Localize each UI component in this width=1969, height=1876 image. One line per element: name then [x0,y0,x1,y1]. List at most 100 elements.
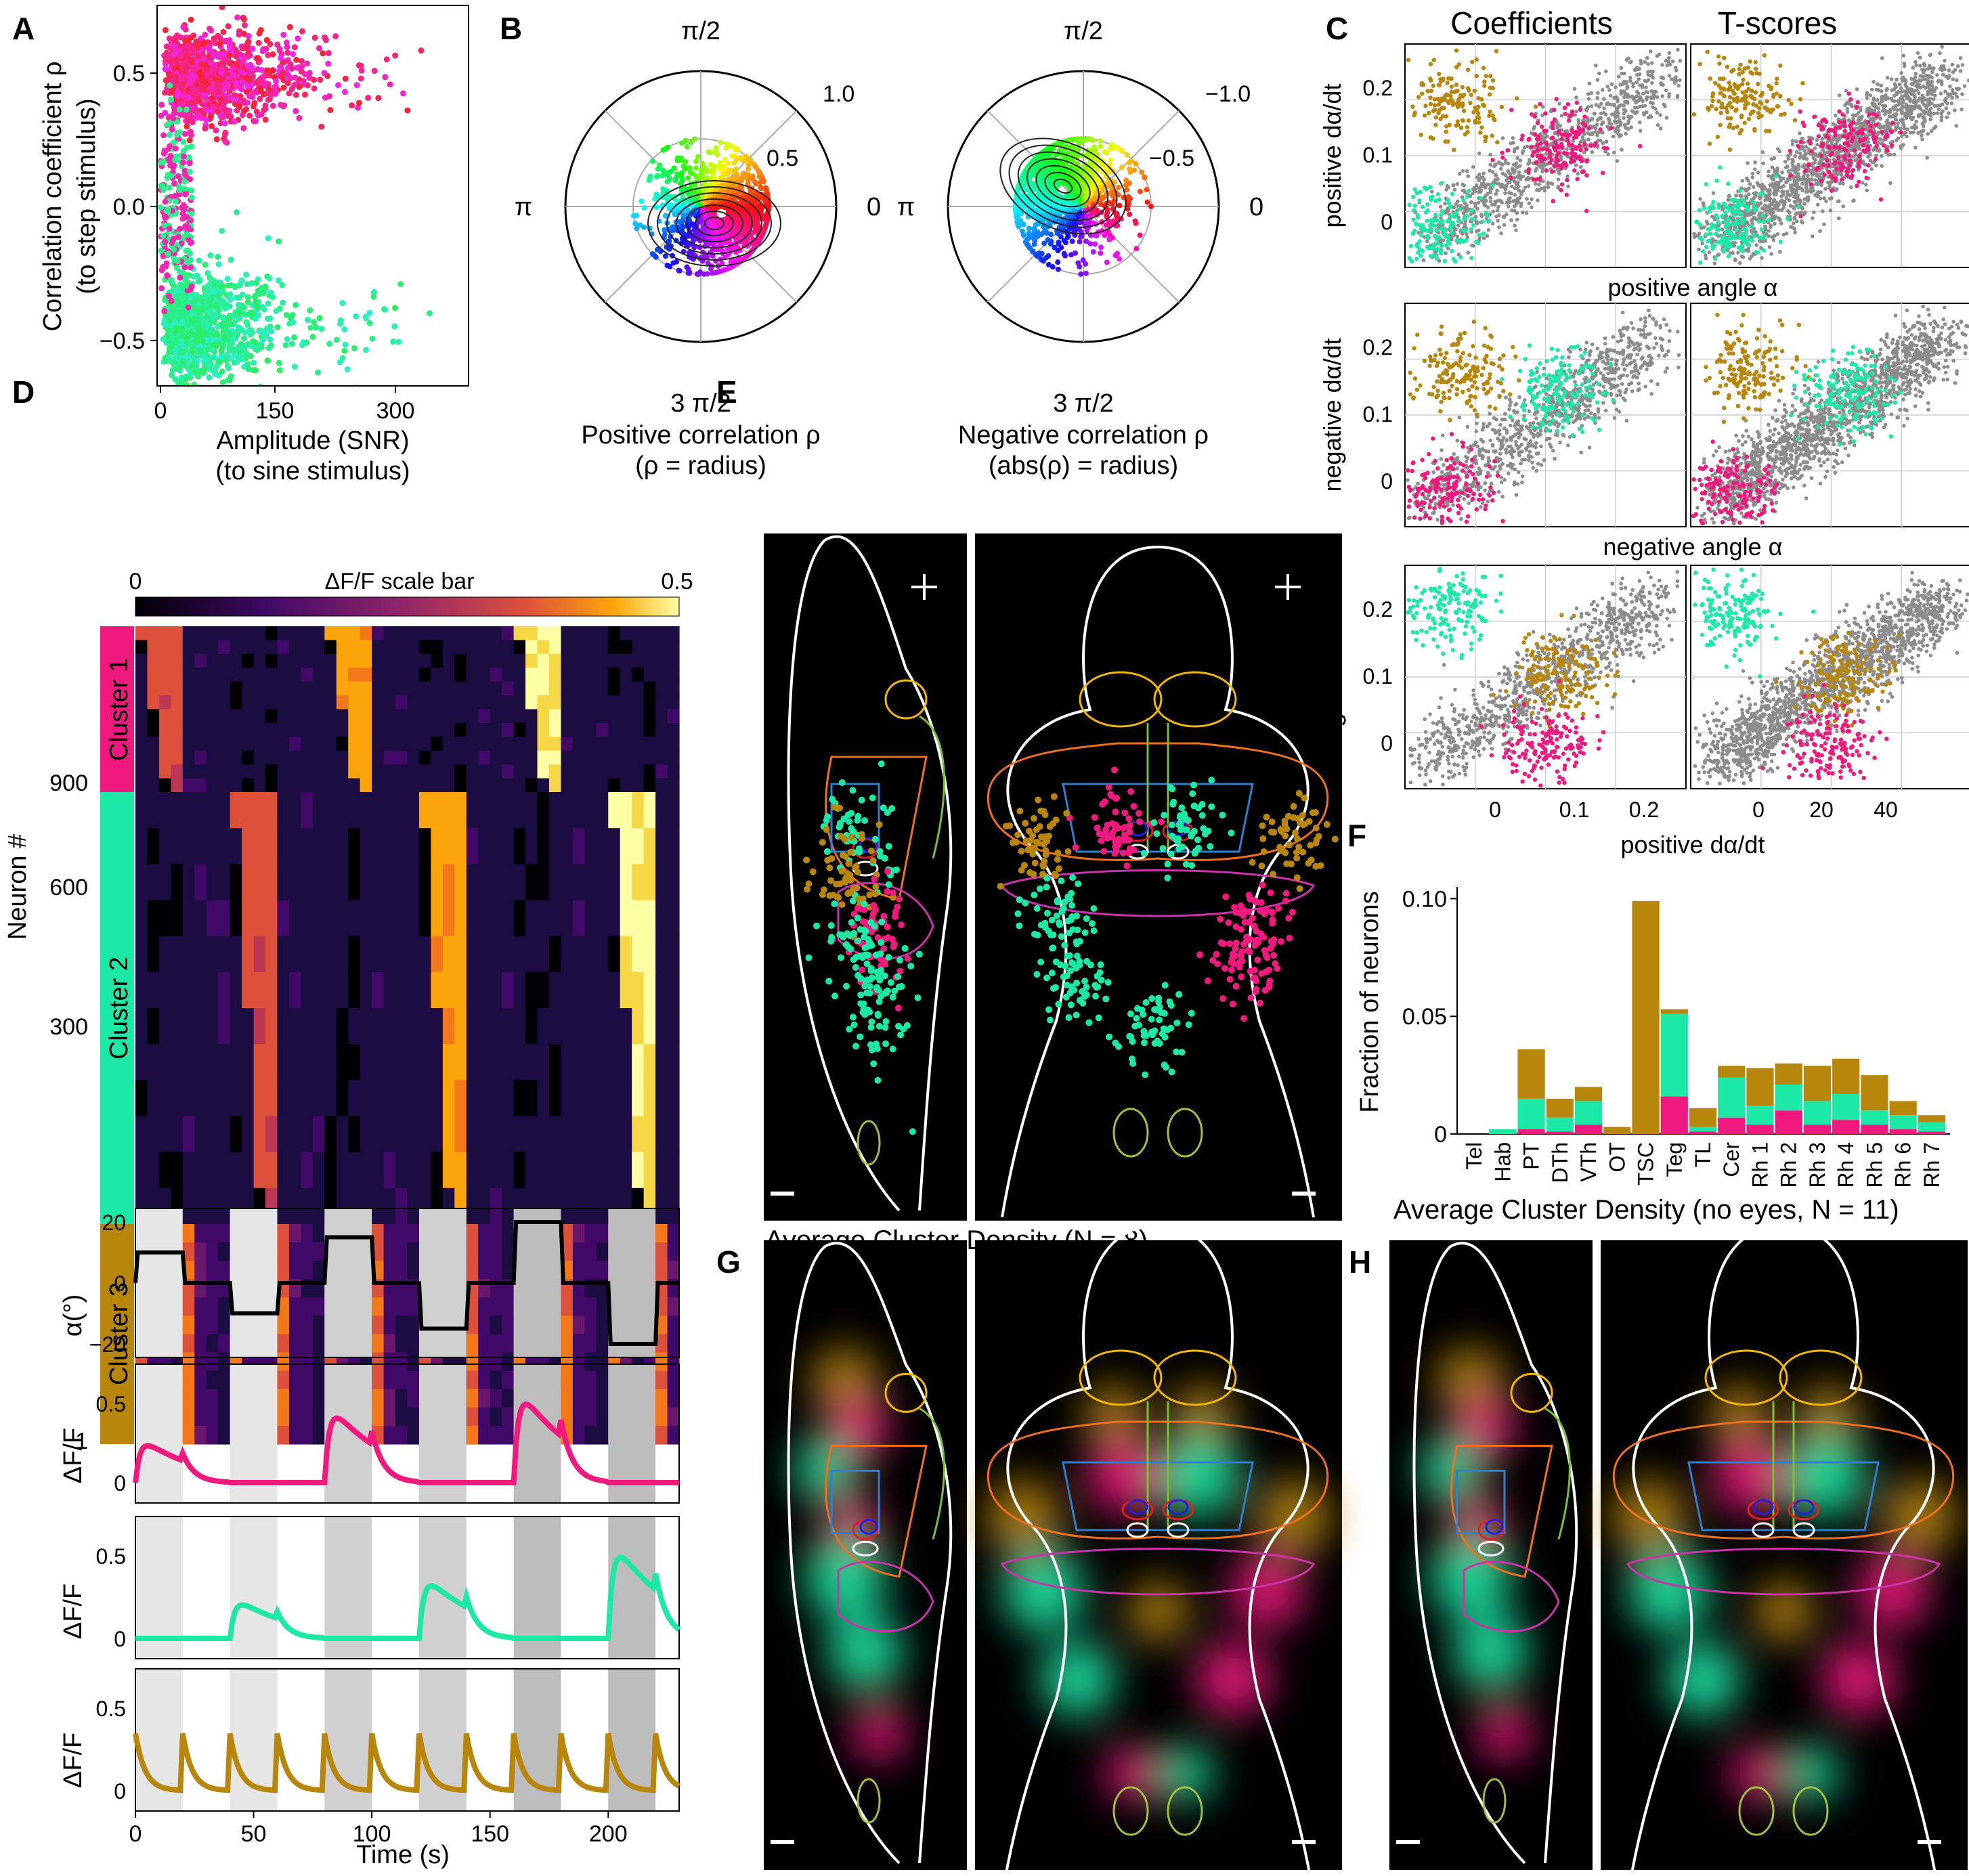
a-point [216,292,223,299]
a-point [226,37,233,44]
polar-point [680,213,687,219]
a-point [321,70,328,77]
polar-point [649,158,655,165]
a-point [189,119,196,126]
a-point [244,100,251,106]
a-point [301,91,308,98]
polar-point [1104,150,1110,156]
a-point [220,28,227,35]
a-point [177,281,184,288]
a-point [351,345,358,351]
a-point [391,323,398,330]
polar-point [680,217,686,223]
a-point [237,281,244,288]
a-ylabel: Correlation coefficient ρ [39,62,67,332]
a-point [288,341,295,347]
a-point [219,227,225,234]
a-point [207,47,213,53]
a-point [177,52,184,59]
a-point [163,60,169,67]
a-point [215,261,222,267]
polar-point [1133,246,1140,252]
a-point [191,298,198,305]
a-point [204,388,211,394]
a-point [244,42,251,49]
polar-point [725,160,731,166]
a-point [183,106,190,113]
a-point [171,110,177,116]
a-point [235,343,242,350]
polar-point [701,253,708,259]
a-point [284,336,290,343]
polar-point [639,198,645,204]
a-point [198,349,204,355]
a-point [174,131,181,138]
a-point [241,22,248,28]
a-point [280,103,286,110]
a-point [162,321,169,328]
a-point [182,26,189,33]
polar-point [745,172,752,178]
a-point [226,41,233,48]
a-point [426,310,433,317]
a-point [228,257,234,263]
a-point [234,14,241,21]
polar-point [1098,144,1104,150]
a-point [358,62,364,69]
a-point [197,389,203,395]
polar-point [739,199,745,205]
polar-point [666,238,672,244]
a-point [162,148,169,154]
a-point [250,338,257,345]
a-point [280,84,287,91]
polar-point [647,176,653,182]
a-point [183,231,190,238]
a-point [248,309,255,315]
a-point [236,315,243,322]
polar-point [1110,235,1116,241]
polar-point [655,166,661,172]
a-point [188,187,194,194]
polar-point [1119,165,1125,171]
a-point [267,336,274,343]
a-point [404,107,411,114]
a-point [160,158,167,165]
polar-point [695,154,701,160]
a-point [209,314,216,321]
a-point [280,299,286,306]
polar-point [1085,219,1091,225]
polar-point [1040,258,1046,264]
a-point [246,93,253,100]
a-point [188,131,195,138]
polar-point [1090,248,1096,255]
a-point [183,353,190,360]
a-point [265,325,272,332]
a-point [198,315,205,322]
a-point [209,401,215,408]
a-point [172,145,179,152]
a-point [326,341,333,347]
a-point [179,319,186,326]
polar-point [670,224,676,230]
a-point [366,309,373,316]
a-point [228,321,235,328]
a-point [188,16,194,23]
a-point [178,374,185,381]
polar-point [1148,204,1154,210]
a-point [175,64,181,71]
a-point [163,340,170,347]
a-point [183,123,190,130]
a-point [234,209,240,216]
polar-point [712,149,718,155]
a-point [217,112,224,119]
a-point [185,112,192,118]
a-point [167,82,173,89]
a-point [325,60,332,67]
panel-b: B π/2 π/2 π π 0 0 3 π/2 3 π/2 1.0 0.5 −1… [500,11,1263,480]
a-point [369,335,376,342]
a-point [283,39,290,46]
a-point [279,282,286,288]
a-point [171,304,178,311]
a-point [195,324,202,331]
polar-point [1055,259,1061,265]
